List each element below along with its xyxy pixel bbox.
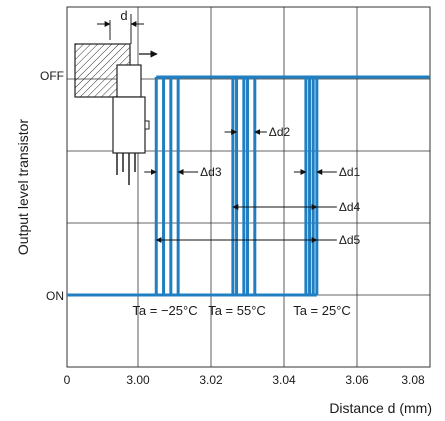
y-axis-label: Output level transistor xyxy=(15,119,31,256)
sensor-body xyxy=(112,96,146,154)
x-tick-label: 3.06 xyxy=(345,373,369,387)
annotation-label: Δd5 xyxy=(339,233,361,247)
annotation-label: Δd4 xyxy=(339,200,361,214)
x-tick-label: 3.02 xyxy=(199,373,223,387)
series-label: Ta = 55°C xyxy=(208,303,266,318)
x-tick-label: 3.04 xyxy=(272,373,296,387)
series-label: Ta = −25°C xyxy=(132,303,197,318)
series-lines xyxy=(67,75,430,297)
y-tick-on: ON xyxy=(46,289,64,303)
sensor-head xyxy=(116,64,142,98)
x-tick-label: 3.08 xyxy=(401,373,425,387)
x-tick-labels: 0 3.00 3.02 3.04 3.06 3.08 xyxy=(64,373,425,387)
x-tick-label-origin: 0 xyxy=(64,373,71,387)
x-axis-label: Distance d (mm) xyxy=(329,400,432,416)
series-labels: Ta = −25°C Ta = 55°C Ta = 25°C xyxy=(132,303,350,318)
y-tick-off: OFF xyxy=(40,69,64,83)
series-label: Ta = 25°C xyxy=(293,303,351,318)
sensor-diagram: d xyxy=(74,8,158,185)
sensor-tab xyxy=(144,120,150,130)
annotation-label: Δd3 xyxy=(200,165,222,179)
x-tick-label: 3.00 xyxy=(126,373,150,387)
dimension-label: d xyxy=(120,8,127,23)
annotation-label: Δd2 xyxy=(269,125,291,139)
annotation-label: Δd1 xyxy=(339,165,361,179)
delta-annotations: Δd1 Δd2 Δd3 Δd4 Δd5 xyxy=(144,125,361,247)
